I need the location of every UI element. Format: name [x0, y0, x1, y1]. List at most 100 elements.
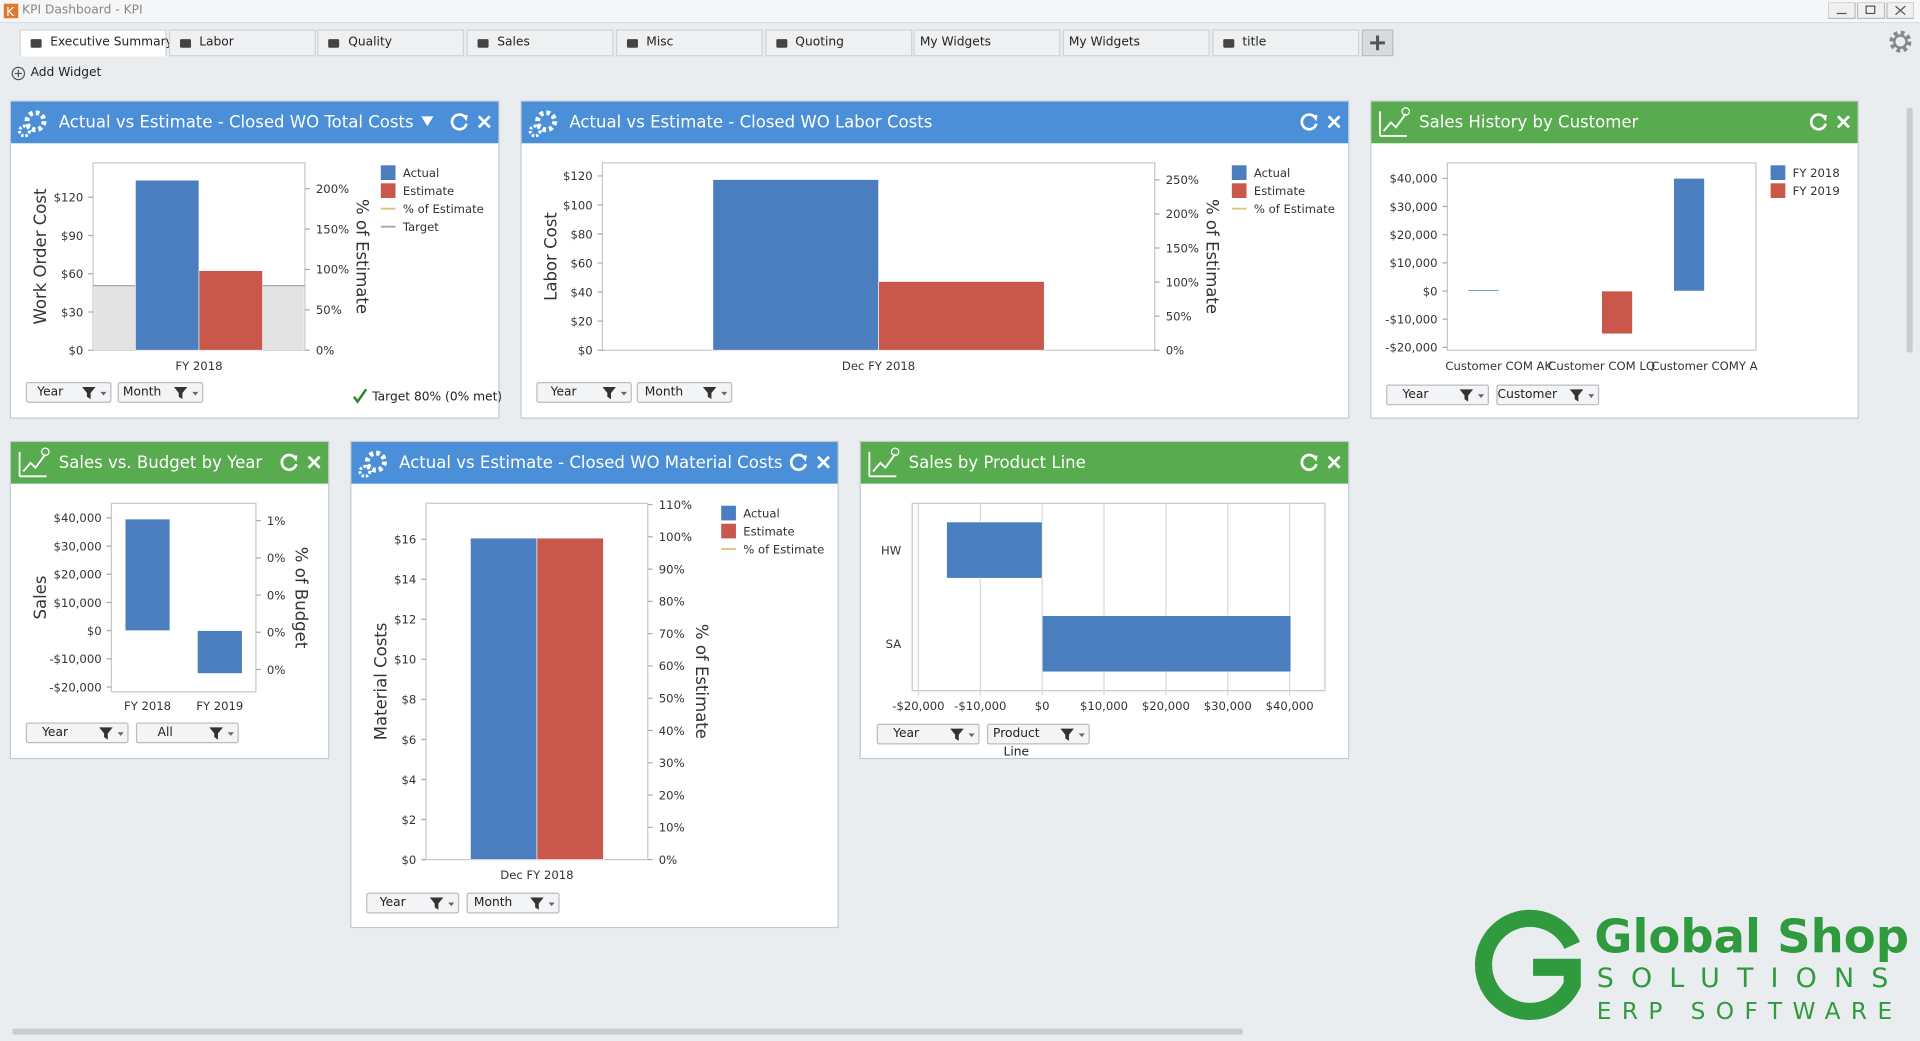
horizontal-scrollbar[interactable]: [12, 1028, 1243, 1035]
legend-label: Actual: [403, 166, 439, 180]
widget-title: Sales vs. Budget by Year: [58, 453, 263, 473]
refresh-arrow: [1311, 115, 1318, 122]
filter-button[interactable]: Year: [366, 892, 460, 914]
tab[interactable]: title: [1211, 29, 1359, 57]
filter-button[interactable]: Product Line: [986, 723, 1090, 759]
filter-icon: [950, 728, 975, 741]
widget-controls: [1300, 453, 1341, 471]
y-tick-label: $100: [563, 198, 593, 212]
tab[interactable]: Quality: [317, 29, 465, 57]
tab[interactable]: Labor: [168, 29, 316, 57]
filter-label: Year: [550, 385, 577, 400]
logo: Global Shop SOLUTIONS ERP SOFTWARE: [1475, 910, 1909, 1025]
filter-label: Year: [37, 385, 64, 400]
legend-swatch: [1770, 165, 1786, 181]
bar: [1467, 289, 1500, 292]
minimize-button[interactable]: [1828, 2, 1856, 19]
tab[interactable]: My Widgets: [913, 29, 1061, 57]
legend-swatch: [1231, 183, 1247, 199]
widget-header: Actual vs Estimate - Closed WO Labor Cos…: [521, 101, 1349, 144]
filter-arrow: [620, 391, 627, 396]
gear-icon: [535, 110, 558, 133]
target-note: Target 80% (0% met): [371, 389, 501, 403]
close-button[interactable]: [1837, 115, 1850, 129]
refresh-icon: [789, 453, 808, 471]
svg-text:K: K: [6, 5, 15, 18]
app-icon: K: [3, 3, 19, 19]
filter-label: Month: [122, 385, 162, 400]
y2-tick-label: 200%: [1166, 207, 1199, 221]
filter-label: Month: [644, 385, 684, 400]
y-tick-label: $4: [402, 773, 417, 787]
settings-button[interactable]: [1886, 27, 1915, 56]
filter-arrow: [1078, 733, 1085, 738]
filter-button[interactable]: Month: [636, 382, 733, 403]
refresh-button[interactable]: [450, 113, 468, 131]
filter-button[interactable]: Month: [466, 892, 560, 914]
tab[interactable]: Misc: [615, 29, 763, 57]
close-button[interactable]: [477, 115, 491, 129]
y2-tick-label: 100%: [316, 263, 349, 277]
y-tick-label: $2: [402, 813, 417, 827]
bar: [1041, 615, 1292, 673]
add-tab-button[interactable]: [1361, 29, 1394, 57]
filter-arrow: [1477, 394, 1485, 398]
filter-label: Customer: [1497, 388, 1558, 402]
filter-button[interactable]: Month: [117, 382, 204, 403]
refresh-button[interactable]: [280, 453, 298, 471]
refresh-button[interactable]: [1300, 113, 1318, 131]
widget-icon: [18, 447, 50, 478]
y-tick-label: -$20,000: [1385, 341, 1437, 355]
filter-button[interactable]: Year: [536, 382, 632, 403]
tab[interactable]: Sales: [466, 29, 614, 57]
close-button[interactable]: [307, 455, 321, 469]
tab-icon: [179, 39, 191, 48]
refresh-button[interactable]: [1809, 113, 1828, 131]
y2-tick-label: 0%: [267, 551, 285, 565]
filter-button[interactable]: All: [135, 722, 239, 744]
filter-arrow: [192, 391, 199, 396]
legend-swatch: [1770, 183, 1786, 199]
y-tick-label: HW: [881, 543, 902, 557]
filter-button[interactable]: Year: [1386, 384, 1489, 406]
tab-icon: [30, 39, 42, 48]
gear-icon: [24, 110, 47, 133]
legend-label: % of Estimate: [403, 202, 484, 216]
legend-swatch: [721, 523, 736, 539]
filter-button[interactable]: Year: [876, 723, 980, 745]
restore-button[interactable]: [1856, 2, 1886, 19]
title-dropdown[interactable]: [420, 115, 435, 127]
y2-tick-label: 0%: [1166, 343, 1184, 357]
x-tick-label: FY 2018: [124, 699, 171, 713]
y-tick-label: $0: [1423, 284, 1438, 298]
y-axis-title: Sales: [31, 576, 50, 620]
vertical-scrollbar[interactable]: [1906, 107, 1913, 353]
bar: [124, 518, 171, 631]
logo-line3: ERP SOFTWARE: [1597, 998, 1903, 1025]
y-axis-title: Labor Cost: [542, 212, 561, 301]
filter-button[interactable]: Year: [25, 382, 112, 403]
x-tick-label: $20,000: [1142, 699, 1190, 713]
tab[interactable]: Quoting: [764, 29, 912, 57]
y-tick-label: SA: [886, 637, 902, 651]
close-button[interactable]: [1327, 455, 1341, 469]
widget-controls: [789, 453, 830, 471]
widget-header: Actual vs Estimate - Closed WO Material …: [351, 442, 838, 484]
logo-line1: Global Shop: [1594, 910, 1909, 964]
y-tick-label: $8: [402, 693, 417, 707]
bar: [1601, 290, 1633, 335]
close-button[interactable]: [817, 455, 830, 469]
y-tick-label: $10,000: [1389, 256, 1437, 270]
tab[interactable]: My Widgets: [1062, 29, 1210, 57]
widget: -$20,000 -$10,000 $0 $10,000 $20,000 $30,000 $…: [9, 440, 330, 760]
tab[interactable]: Executive Summary: [19, 29, 173, 57]
filter-button[interactable]: Customer: [1496, 384, 1600, 406]
refresh-button[interactable]: [1300, 453, 1318, 471]
widget-title: Actual vs Estimate - Closed WO Total Cos…: [59, 102, 435, 144]
widget-controls: [1809, 113, 1850, 131]
filter-button[interactable]: Year: [25, 722, 129, 744]
close-button[interactable]: [1327, 115, 1341, 129]
refresh-button[interactable]: [789, 453, 808, 471]
refresh-arrow: [800, 455, 807, 462]
